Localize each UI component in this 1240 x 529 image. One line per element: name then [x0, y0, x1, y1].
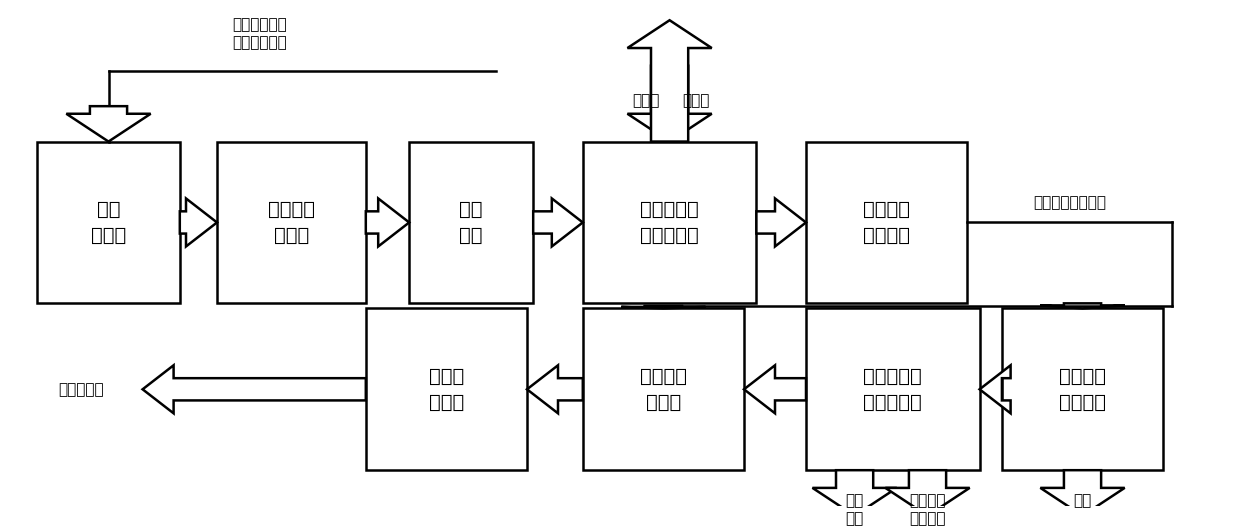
- FancyArrow shape: [812, 470, 897, 516]
- FancyArrow shape: [627, 20, 712, 142]
- FancyBboxPatch shape: [366, 308, 527, 470]
- FancyArrow shape: [885, 470, 970, 516]
- Text: 镁钓閔碳
酸盐除铁: 镁钓閔碳 酸盐除铁: [1059, 367, 1106, 412]
- Text: 碳酸盐中
间体氢化: 碳酸盐中 间体氢化: [863, 200, 910, 245]
- FancyArrow shape: [621, 306, 706, 308]
- FancyBboxPatch shape: [37, 142, 180, 303]
- FancyArrow shape: [66, 106, 151, 142]
- FancyBboxPatch shape: [806, 142, 967, 303]
- FancyArrow shape: [180, 198, 217, 247]
- FancyArrow shape: [143, 366, 366, 413]
- Text: 氟化锂: 氟化锂: [632, 94, 660, 108]
- FancyBboxPatch shape: [217, 142, 366, 303]
- Text: 铁渣: 铁渣: [1074, 493, 1091, 508]
- FancyBboxPatch shape: [806, 308, 980, 470]
- FancyBboxPatch shape: [583, 142, 756, 303]
- Text: 镍钴锰三
元前驱体: 镍钴锰三 元前驱体: [909, 493, 946, 526]
- FancyBboxPatch shape: [409, 142, 533, 303]
- FancyArrow shape: [627, 66, 712, 142]
- Text: 废镍钴锰三元
锂电池正极片: 废镍钴锰三元 锂电池正极片: [233, 17, 288, 51]
- Text: 锂、钙、镁氢化液: 锂、钙、镁氢化液: [1033, 195, 1106, 210]
- FancyBboxPatch shape: [1002, 308, 1163, 470]
- Text: 沉淠镁钓閔
三元前驱体: 沉淠镁钓閔 三元前驱体: [863, 367, 923, 412]
- Text: 沉锂尾
水处理: 沉锂尾 水处理: [429, 367, 464, 412]
- FancyArrow shape: [527, 366, 583, 413]
- FancyArrow shape: [980, 366, 1011, 413]
- FancyArrow shape: [1040, 303, 1125, 308]
- Text: 生产高纯
碳酸锂: 生产高纯 碳酸锂: [640, 367, 687, 412]
- FancyBboxPatch shape: [583, 308, 744, 470]
- FancyArrow shape: [533, 198, 583, 247]
- FancyArrow shape: [744, 366, 806, 413]
- FancyArrow shape: [756, 198, 806, 247]
- Text: 元明粉: 元明粉: [682, 94, 709, 108]
- Text: 制备
正极粉: 制备 正极粉: [91, 200, 126, 245]
- Text: 废水
处理: 废水 处理: [846, 493, 864, 526]
- FancyArrow shape: [1040, 470, 1125, 516]
- Text: 还原、循
环浸出: 还原、循 环浸出: [268, 200, 315, 245]
- Text: 元明粉产品: 元明粉产品: [58, 382, 103, 397]
- FancyArrow shape: [366, 198, 409, 247]
- Text: 过滤
洗涤: 过滤 洗涤: [460, 200, 482, 245]
- Text: 沉淠碳酸盐
中间混合体: 沉淠碳酸盐 中间混合体: [640, 200, 699, 245]
